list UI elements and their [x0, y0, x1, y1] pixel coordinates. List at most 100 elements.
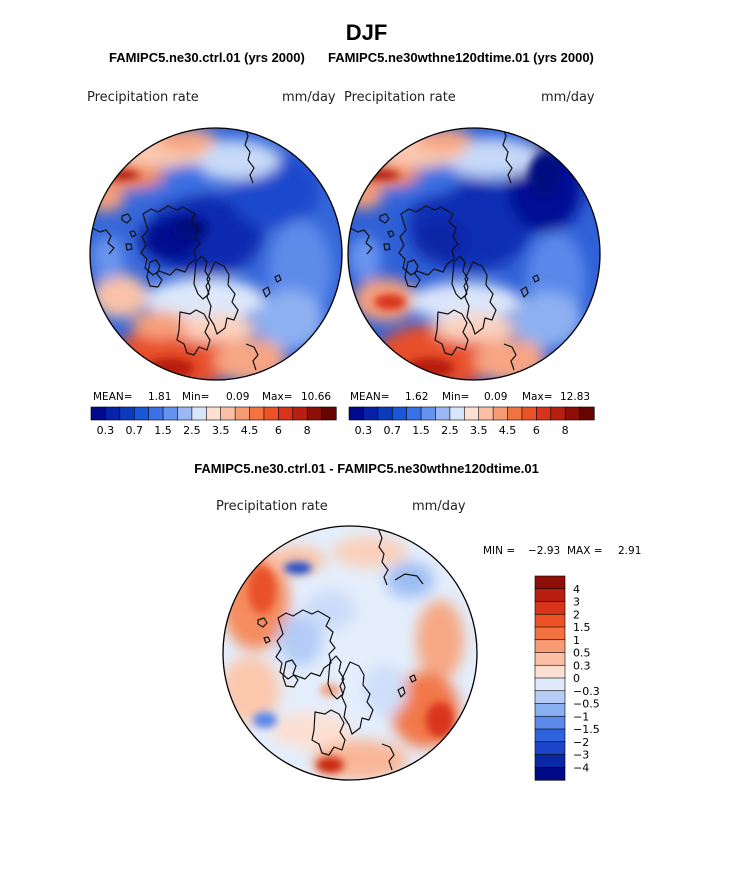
- left-panel-title: FAMIPC5.ne30.ctrl.01 (yrs 2000): [109, 50, 305, 65]
- left-colorbar-swatch-9: [220, 406, 236, 421]
- right-colorbar-swatch-13: [536, 406, 552, 421]
- right-max-value: 12.83: [560, 391, 591, 403]
- left-colorbar-tick-label-3: 2.5: [183, 424, 201, 437]
- diff-units-label: mm/day: [412, 499, 466, 514]
- diff-colorbar-tick-label-6: 0.3: [573, 659, 591, 672]
- left-colorbar-swatch-0: [90, 406, 107, 421]
- left-colorbar-tick-label-5: 4.5: [241, 424, 259, 437]
- diff-variable-label: Precipitation rate: [216, 499, 328, 514]
- left-coastlines: [91, 128, 282, 371]
- left-min-label: Min=: [182, 391, 210, 403]
- left-colorbar-swatch-10: [234, 406, 251, 421]
- left-units-label: mm/day: [282, 90, 336, 105]
- diff-colorbar-tick-label-10: −1: [573, 710, 589, 723]
- diff-colorbar-swatch-6: [534, 652, 566, 666]
- left-map-outline: [89, 127, 343, 381]
- difference-polar-map: [222, 525, 478, 781]
- left-colorbar-swatch-15: [306, 406, 323, 421]
- left-variable-label: Precipitation rate: [87, 90, 199, 105]
- left-colorbar-swatch-13: [278, 406, 294, 421]
- diff-colorbar-tick-label-9: −0.5: [573, 698, 600, 711]
- diff-colorbar-tick-label-4: 1: [573, 634, 580, 647]
- diff-colorbar-swatch-11: [534, 715, 566, 730]
- diff-colorbar-tick-label-12: −2: [573, 736, 589, 749]
- diff-colorbar-tick-label-1: 3: [573, 596, 580, 609]
- diff-colorbar-swatch-0: [534, 575, 566, 590]
- diff-colorbar-swatch-8: [534, 677, 566, 692]
- right-colorbar-swatch-8: [463, 406, 480, 421]
- diff-colorbar-swatch-5: [534, 639, 566, 654]
- right-colorbar-swatch-15: [564, 406, 581, 421]
- left-max-value: 10.66: [301, 391, 332, 403]
- diff-colorbar-swatch-14: [534, 754, 566, 768]
- right-coastlines: [349, 128, 540, 371]
- right-polar-map: [347, 127, 601, 381]
- diff-colorbar-swatch-3: [534, 613, 566, 628]
- diff-colorbar-tick-label-2: 2: [573, 608, 580, 621]
- right-map-outline: [347, 127, 601, 381]
- right-mean-value: 1.62: [405, 391, 429, 403]
- diff-colorbar-tick-label-0: 4: [573, 583, 580, 596]
- right-colorbar-tick-label-1: 0.7: [383, 424, 401, 437]
- left-max-label: Max=: [262, 391, 293, 403]
- right-colorbar-swatch-6: [435, 406, 451, 421]
- left-colorbar-swatch-16: [321, 406, 337, 421]
- diff-colorbar-tick-label-3: 1.5: [573, 621, 591, 634]
- left-colorbar-swatch-7: [191, 406, 207, 421]
- right-colorbar-swatch-3: [391, 406, 408, 421]
- diff-colorbar-swatch-4: [534, 626, 566, 641]
- right-variable-label: Precipitation rate: [344, 90, 456, 105]
- diff-colorbar-tick-label-8: −0.3: [573, 685, 600, 698]
- left-colorbar-swatch-6: [177, 406, 193, 421]
- diff-map-outline: [222, 525, 478, 781]
- right-colorbar-tick-label-5: 4.5: [499, 424, 517, 437]
- left-colorbar-tick-label-6: 6: [275, 424, 282, 437]
- right-colorbar-swatch-1: [363, 406, 379, 421]
- difference-panel-title: FAMIPC5.ne30.ctrl.01 - FAMIPC5.ne30wthne…: [194, 461, 539, 476]
- right-units-label: mm/day: [541, 90, 595, 105]
- right-colorbar-swatch-4: [406, 406, 422, 421]
- diff-max-value: 2.91: [618, 545, 642, 557]
- right-panel-title: FAMIPC5.ne30wthne120dtime.01 (yrs 2000): [328, 50, 594, 65]
- right-colorbar-tick-label-7: 8: [562, 424, 569, 437]
- right-colorbar-tick-label-4: 3.5: [470, 424, 488, 437]
- left-colorbar-tick-label-2: 1.5: [154, 424, 172, 437]
- right-mean-label: MEAN=: [350, 391, 390, 403]
- right-colorbar-swatch-11: [507, 406, 523, 421]
- right-colorbar-swatch-7: [449, 406, 465, 421]
- right-colorbar-swatch-14: [550, 406, 566, 421]
- diff-colorbar-swatch-12: [534, 728, 566, 743]
- diff-colorbar-tick-label-11: −1.5: [573, 723, 600, 736]
- left-colorbar-swatch-4: [148, 406, 164, 421]
- right-colorbar-tick-label-3: 2.5: [441, 424, 459, 437]
- diff-colorbar-tick-label-7: 0: [573, 672, 580, 685]
- left-mean-value: 1.81: [148, 391, 172, 403]
- left-colorbar-swatch-14: [292, 406, 308, 421]
- left-colorbar-tick-label-1: 0.7: [125, 424, 143, 437]
- diff-coastlines: [257, 527, 424, 771]
- left-colorbar-swatch-3: [133, 406, 150, 421]
- figure-title: DJF: [345, 20, 388, 45]
- left-mean-label: MEAN=: [93, 391, 133, 403]
- right-colorbar-swatch-16: [579, 406, 595, 421]
- diff-max-label: MAX =: [567, 545, 603, 557]
- right-colorbar-swatch-12: [521, 406, 537, 421]
- diff-colorbar-swatch-9: [534, 690, 566, 705]
- left-colorbar: 0.3 0.7 1.5 2.5 3.5 4.5 6 8: [90, 406, 337, 437]
- diff-colorbar-swatch-2: [534, 601, 566, 615]
- diff-colorbar-tick-label-14: −4: [573, 761, 589, 774]
- diff-colorbar-swatch-7: [534, 664, 566, 679]
- diff-colorbar-swatch-10: [534, 703, 566, 717]
- left-colorbar-tick-label-4: 3.5: [212, 424, 230, 437]
- left-colorbar-tick-label-0: 0.3: [97, 424, 115, 437]
- diff-colorbar-swatch-15: [534, 766, 566, 781]
- right-colorbar-tick-label-6: 6: [533, 424, 540, 437]
- right-colorbar-swatch-10: [492, 406, 509, 421]
- left-colorbar-swatch-5: [162, 406, 179, 421]
- right-min-value: 0.09: [484, 391, 508, 403]
- left-colorbar-swatch-8: [205, 406, 222, 421]
- right-colorbar: 0.3 0.7 1.5 2.5 3.5 4.5 6 8: [348, 406, 595, 437]
- left-polar-map: [89, 127, 343, 381]
